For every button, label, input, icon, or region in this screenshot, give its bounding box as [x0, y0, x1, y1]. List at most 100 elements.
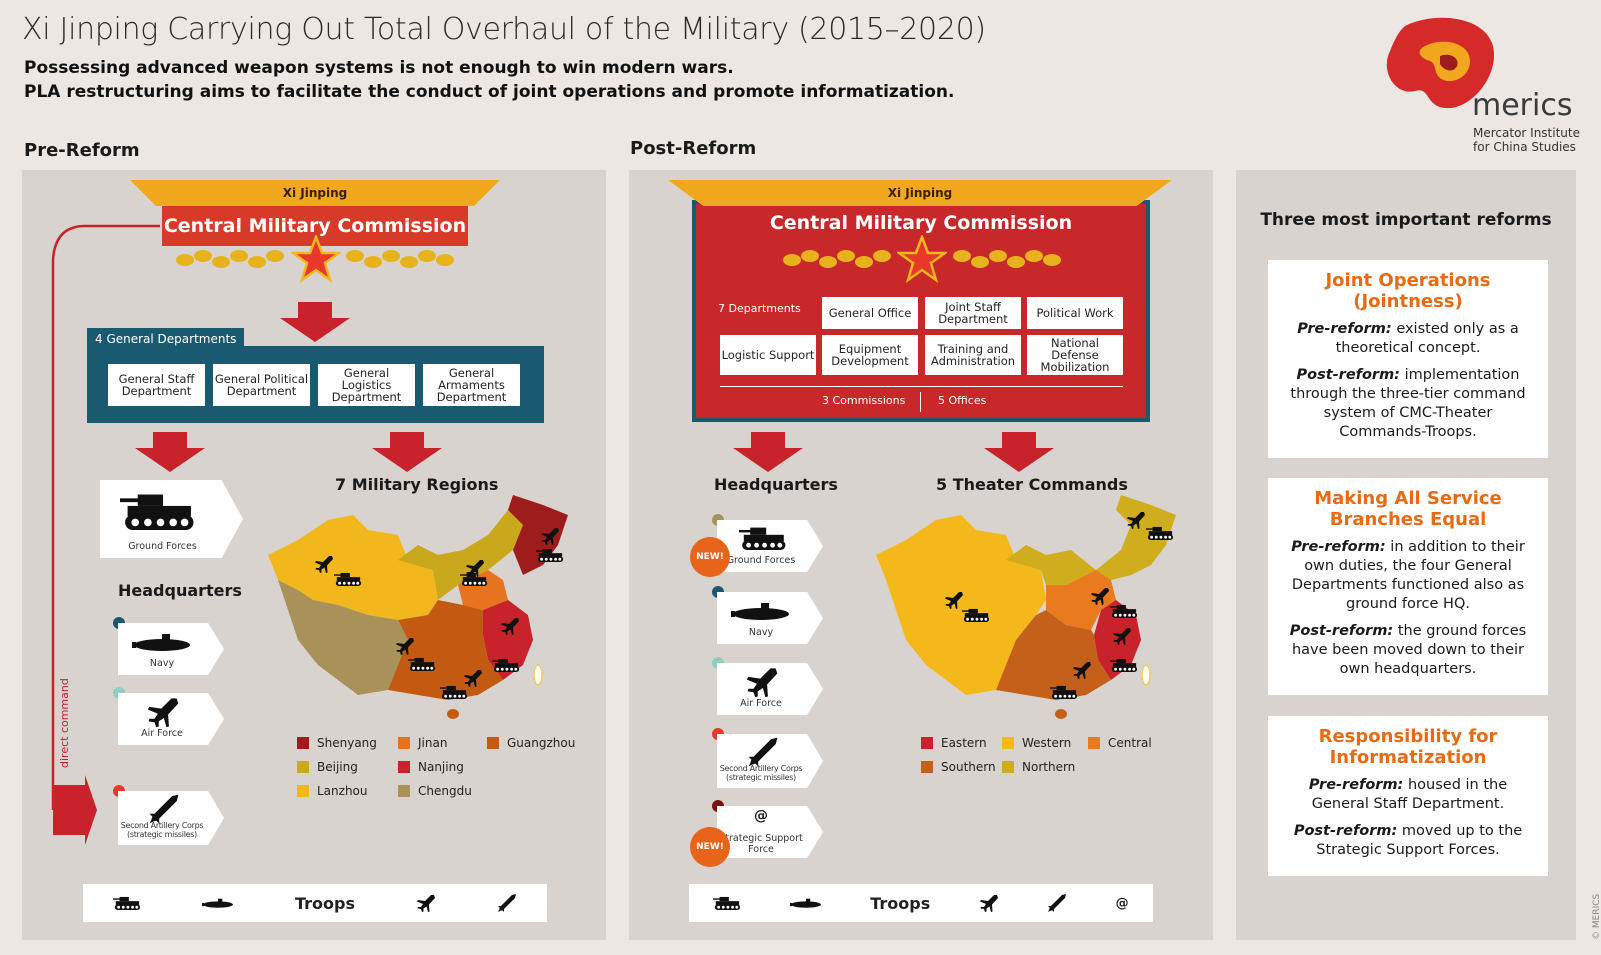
- pre-airforce-tag: Air Force: [118, 693, 224, 745]
- post-navy-tag: Navy: [717, 592, 823, 644]
- reforms-heading: Three most important reforms: [1260, 210, 1552, 230]
- post-ssf-label: Strategic Support Force: [719, 833, 803, 855]
- legend-lanzhou: Lanzhou: [297, 784, 368, 798]
- post-offices: 5 Offices: [938, 394, 987, 407]
- legend-label: Eastern: [941, 736, 987, 750]
- at-icon: @: [1115, 895, 1129, 911]
- legend-label: Central: [1108, 736, 1152, 750]
- post-ground-forces-label: Ground Forces: [726, 555, 796, 566]
- post-reform-heading: Post-Reform: [630, 138, 757, 159]
- post-navy-label: Navy: [748, 627, 774, 638]
- page-title: Xi Jinping Carrying Out Total Overhaul o…: [22, 12, 986, 47]
- jet-icon: [745, 665, 779, 699]
- new-badge-ssf: NEW!: [693, 830, 727, 864]
- dept-political-work: Political Work: [1027, 297, 1123, 329]
- legend-eastern: Eastern: [921, 736, 987, 750]
- post-airforce-label: Air Force: [740, 698, 782, 709]
- subtitle-line-1: Possessing advanced weapon systems is no…: [24, 58, 734, 78]
- missile-icon: [1047, 893, 1067, 913]
- legend-swatch: [487, 737, 499, 749]
- direct-command-arrow-icon: [51, 224, 160, 845]
- legend-guangzhou: Guangzhou: [487, 736, 575, 750]
- dept-joint-staff: Joint Staff Department: [925, 297, 1021, 329]
- legend-western: Western: [1002, 736, 1071, 750]
- tank-icon: [120, 492, 196, 530]
- reform-card-post: Post-reform: moved up to the Strategic S…: [1282, 822, 1534, 860]
- reform-card-title: Joint Operations (Jointness): [1325, 270, 1491, 312]
- legend-swatch: [398, 737, 410, 749]
- reform-card-jointness: Joint Operations (Jointness) Pre-reform:…: [1268, 260, 1548, 458]
- map-tank-icon: [536, 548, 564, 562]
- pre-label: Pre-reform:: [1308, 777, 1404, 793]
- reform-card-pre: Pre-reform: in addition to their own dut…: [1282, 538, 1534, 614]
- theater-northern: [1006, 495, 1176, 585]
- legend-label: Northern: [1022, 760, 1076, 774]
- logo-tagline-2: for China Studies: [1473, 140, 1576, 154]
- legend-nanjing: Nanjing: [398, 760, 464, 774]
- tank-icon: [113, 896, 141, 910]
- post-text: the ground forces have been moved down t…: [1291, 623, 1527, 677]
- dept-training-admin: Training and Administration: [925, 335, 1021, 375]
- post-text: moved up to the Strategic Support Forces…: [1316, 823, 1523, 858]
- legend-label: Guangzhou: [507, 736, 576, 750]
- theater-central: [1046, 570, 1116, 630]
- pre-artillery-tag: Second Artillery Corps (strategic missil…: [118, 791, 224, 845]
- pre-china-map: [268, 495, 568, 719]
- dept-general-staff: General Staff Department: [108, 364, 205, 406]
- copyright: © MERICS: [1592, 893, 1601, 940]
- dept-general-political: General Political Department: [213, 364, 310, 406]
- map-tank-icon: [1050, 685, 1078, 699]
- pre-airforce-label: Air Force: [141, 728, 183, 739]
- legend-swatch: [297, 761, 309, 773]
- hainan-shape: [1055, 709, 1067, 719]
- new-badge-ground: NEW!: [693, 540, 727, 574]
- post-label: Post-reform:: [1293, 823, 1398, 839]
- dept-general-armaments: General Armaments Department: [423, 364, 520, 406]
- legend-swatch: [1002, 761, 1014, 773]
- hainan-shape: [447, 709, 459, 719]
- pre-ground-forces-label: Ground Forces: [128, 541, 197, 552]
- pre-troops-label: Troops: [294, 893, 355, 913]
- dept-equipment-development: Equipment Development: [822, 335, 918, 375]
- legend-swatch: [1088, 737, 1100, 749]
- legend-beijing: Beijing: [297, 760, 358, 774]
- pre-troops-bar: Troops: [83, 884, 547, 922]
- pre-text: housed in the General Staff Department.: [1311, 777, 1508, 812]
- post-airforce-tag: Air Force: [717, 663, 823, 715]
- legend-swatch: [398, 785, 410, 797]
- theater-southern: [996, 610, 1111, 700]
- region-beijing: [398, 510, 523, 600]
- legend-northern: Northern: [1002, 760, 1075, 774]
- region-nanjing: [483, 600, 533, 680]
- map-tank-icon: [440, 685, 468, 699]
- legend-label: Chengdu: [418, 784, 472, 798]
- dept-national-defense-mobilization: National Defense Mobilization: [1027, 335, 1123, 375]
- pre-artillery-label: Second Artillery Corps (strategic missil…: [120, 821, 204, 839]
- legend-swatch: [297, 785, 309, 797]
- map-jet-icon: [1090, 586, 1110, 606]
- map-jet-icon: [314, 554, 334, 574]
- reform-card-branches: Making All Service Branches Equal Pre-re…: [1268, 478, 1548, 695]
- general-departments-label: 4 General Departments: [87, 328, 245, 350]
- post-rocket-label: Second Artillery Corps (strategic missil…: [719, 764, 803, 782]
- map-tank-icon: [1146, 526, 1174, 540]
- legend-label: Beijing: [317, 760, 358, 774]
- taiwan-shape: [533, 664, 543, 686]
- military-regions-heading: 7 Military Regions: [335, 475, 499, 494]
- dept-general-logistics: General Logistics Department: [318, 364, 415, 406]
- post-rocket-tag: Second Artillery Corps (strategic missil…: [717, 734, 823, 788]
- legend-label: Western: [1022, 736, 1072, 750]
- map-jet-icon: [395, 636, 415, 656]
- subtitle-line-2: PLA restructuring aims to facilitate the…: [24, 82, 955, 102]
- logo-tagline: Mercator Institute for China Studies: [1473, 126, 1580, 154]
- legend-swatch: [1002, 737, 1014, 749]
- pre-label: Pre-reform:: [1291, 539, 1386, 555]
- legend-label: Shenyang: [317, 736, 377, 750]
- legend-swatch: [921, 761, 933, 773]
- map-jet-icon: [944, 590, 964, 610]
- reform-card-informatization: Responsibility for Informatization Pre-r…: [1268, 716, 1548, 876]
- reform-card-post: Post-reform: the ground forces have been…: [1282, 622, 1534, 679]
- legend-label: Lanzhou: [317, 784, 368, 798]
- map-jet-icon: [1072, 660, 1092, 680]
- legend-shenyang: Shenyang: [297, 736, 377, 750]
